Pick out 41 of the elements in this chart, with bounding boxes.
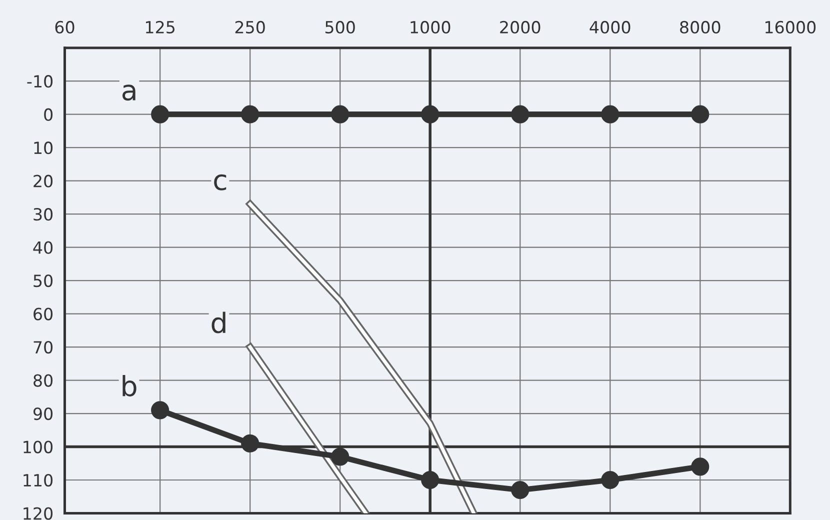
y-tick-label: 60	[34, 308, 53, 320]
x-tick-label: 4000	[590, 20, 630, 34]
y-tick-label: 80	[34, 374, 53, 387]
point	[421, 105, 440, 124]
y-tick-label: 100	[24, 440, 53, 454]
point	[151, 105, 170, 124]
y-tick-label: 40	[33, 241, 53, 254]
y-tick-label: 120	[24, 507, 53, 520]
series-label: d	[212, 312, 226, 334]
x-tick-label: 500	[325, 20, 355, 34]
y-tick-label: 30	[34, 208, 53, 221]
series-label: c	[214, 174, 226, 190]
point	[511, 480, 530, 499]
x-tick-label: 60	[55, 20, 74, 34]
x-tick-label: 1000	[410, 20, 450, 34]
point	[421, 470, 440, 490]
point	[331, 448, 350, 466]
y-tick-label: 10	[34, 142, 53, 154]
point	[601, 470, 620, 490]
point	[241, 105, 260, 124]
x-tick-label: 8000	[680, 20, 720, 34]
series-label: b	[122, 374, 136, 396]
point	[601, 105, 620, 124]
point	[241, 434, 260, 452]
point	[151, 401, 170, 420]
point	[511, 105, 530, 124]
x-tick-label: 2000	[500, 20, 540, 34]
y-tick-label: 0	[44, 108, 53, 121]
y-tick-label: 90	[33, 407, 53, 420]
y-tick-label: 70	[34, 340, 53, 354]
point	[331, 105, 350, 124]
y-tick-label: 20	[34, 174, 53, 188]
series-label: a	[122, 84, 136, 101]
y-tick-label: 110	[24, 474, 53, 487]
x-tick-label: 250	[235, 20, 265, 34]
point	[691, 105, 710, 124]
x-tick-label: 125	[146, 20, 175, 34]
x-tick-label: 16000	[765, 20, 816, 34]
y-tick-label: 50	[34, 274, 53, 288]
point	[691, 458, 710, 476]
y-tick-label: -10	[27, 75, 53, 88]
